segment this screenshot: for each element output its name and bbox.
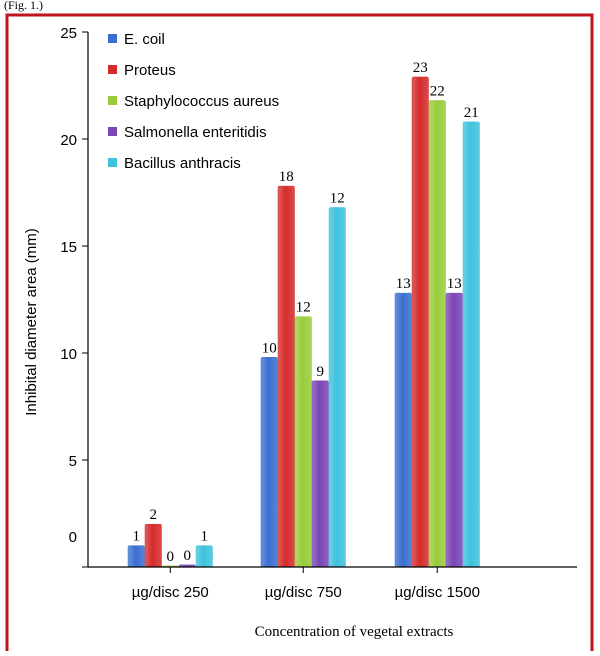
y-axis-label: Inhibital diameter area (mm)	[23, 228, 40, 416]
x-tick-label: µg/disc 750	[265, 584, 342, 601]
bar-e-coil-1	[127, 545, 145, 568]
legend-label: Salmonella enteritidis	[124, 124, 267, 141]
legend-label: Bacillus anthracis	[124, 155, 241, 172]
legend-swatch	[108, 158, 117, 167]
data-label: 22	[430, 83, 445, 99]
legend-label: E. coil	[124, 31, 165, 48]
data-label: 1	[201, 529, 209, 545]
legend: E. coil Proteus Staphylococcus aureus Salmo…	[108, 31, 279, 172]
bar-bacillus-anthracis-3	[462, 121, 480, 568]
bar-proteus-1	[144, 523, 162, 568]
legend-swatch	[108, 96, 117, 105]
bars-layer	[127, 76, 480, 568]
legend-swatch	[108, 127, 117, 136]
y-tick-label: 20	[60, 132, 77, 149]
y-tick-label: 25	[60, 25, 77, 42]
bar-salmonella-enteritidis-3	[445, 292, 463, 568]
data-label: 18	[279, 169, 294, 185]
legend-label: Proteus	[124, 62, 176, 79]
y-tick-label: 10	[60, 346, 77, 363]
data-label: 1	[133, 529, 141, 545]
data-label: 23	[413, 60, 428, 76]
data-label: 21	[464, 105, 479, 121]
data-label: 9	[317, 364, 325, 380]
x-tick-label: µg/disc 1500	[395, 584, 480, 601]
bar-salmonella-enteritidis-2	[311, 380, 329, 568]
legend-swatch	[108, 65, 117, 74]
figure-number-label: (Fig. 1.)	[4, 0, 43, 12]
x-axis-label: Concentration of vegetal extracts	[255, 624, 454, 640]
bar-e-coil-2	[260, 357, 278, 568]
bar-staphylococcus-aureus-2	[294, 316, 312, 568]
data-label: 10	[262, 340, 277, 356]
x-tick-label: µg/disc 250	[132, 584, 209, 601]
legend-label: Staphylococcus aureus	[124, 93, 279, 110]
data-label: 0	[184, 548, 192, 564]
data-label: 13	[396, 276, 411, 292]
data-label: 12	[296, 300, 311, 316]
bar-bacillus-anthracis-2	[328, 207, 346, 568]
data-label: 12	[330, 190, 345, 206]
y-ticks-layer: 0 5 10 15 20 25	[60, 25, 88, 568]
y-tick-label: 5	[69, 453, 77, 470]
legend-swatch	[108, 34, 117, 43]
bar-proteus-2	[277, 185, 295, 568]
y-tick-label: 15	[60, 239, 77, 256]
bar-e-coil-3	[394, 292, 412, 568]
bar-proteus-3	[411, 76, 429, 568]
data-label: 0	[167, 549, 175, 565]
data-label: 2	[150, 507, 158, 523]
bar-bacillus-anthracis-1	[195, 545, 213, 568]
y-tick-label: 0	[69, 529, 77, 546]
data-label: 13	[447, 276, 462, 292]
x-ticks-layer: µg/disc 250 µg/disc 750 µg/disc 1500	[132, 567, 480, 601]
bar-staphylococcus-aureus-3	[428, 100, 446, 568]
